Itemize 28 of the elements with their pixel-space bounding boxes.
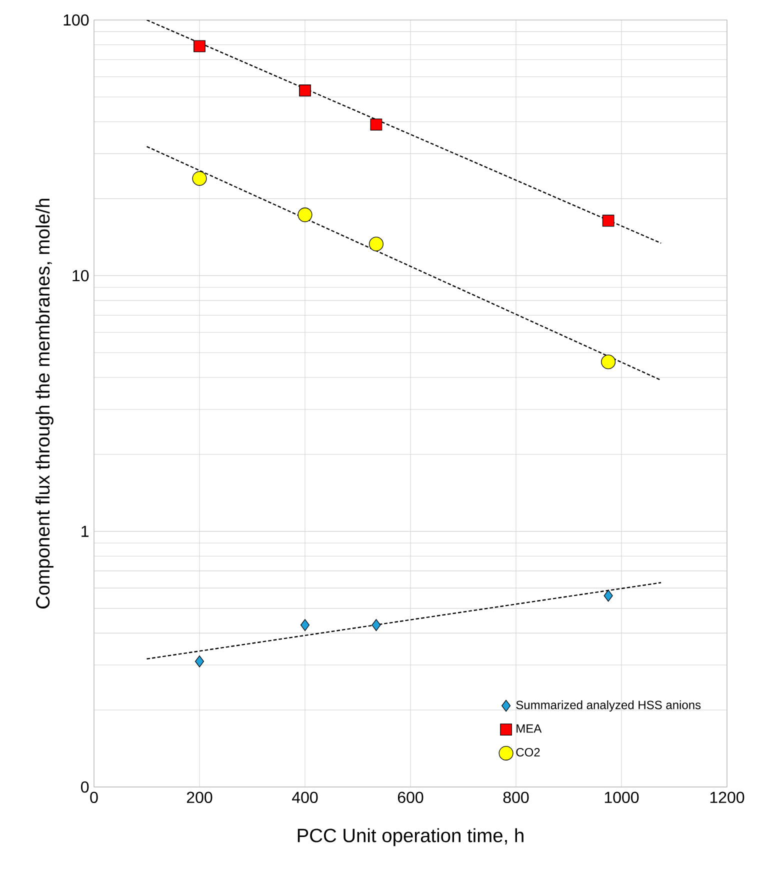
x-tick-label: 1200	[710, 792, 744, 804]
point	[604, 590, 613, 602]
x-tick-label: 200	[186, 792, 212, 804]
x-tick-label: 800	[503, 792, 529, 804]
point	[299, 84, 311, 96]
point	[194, 40, 206, 52]
y-tick-label: 0	[81, 781, 89, 793]
point	[368, 236, 384, 252]
legend-label: Summarized analyzed HSS anions	[516, 700, 701, 712]
x-tick-label: 1000	[604, 792, 639, 804]
x-tick-label: 0	[90, 792, 98, 804]
y-tick-label: 1	[82, 526, 89, 537]
point	[194, 655, 204, 668]
point	[372, 619, 381, 631]
y-tick-label: 100	[64, 14, 89, 26]
point	[298, 208, 312, 222]
point	[602, 214, 614, 227]
point	[192, 171, 207, 186]
y-tick-label: 10	[72, 270, 89, 282]
point	[300, 619, 310, 631]
point	[370, 118, 382, 130]
x-axis-title: PCC Unit operation time, h	[298, 828, 524, 846]
legend-label: MEA	[516, 724, 542, 733]
point	[601, 354, 616, 370]
x-tick-label: 400	[292, 792, 318, 804]
legend-label: CO2	[516, 748, 540, 757]
x-tick-label: 600	[398, 792, 424, 804]
y-axis-title: Component flux through the membranes, mole/h	[36, 198, 54, 608]
